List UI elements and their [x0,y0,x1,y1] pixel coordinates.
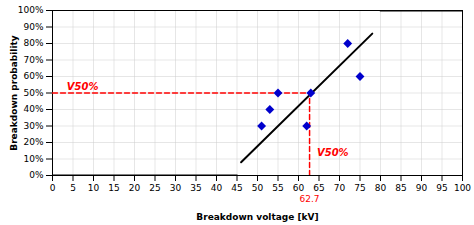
svg-text:55: 55 [272,183,283,193]
svg-text:30%: 30% [23,121,43,131]
svg-text:90: 90 [416,183,428,193]
svg-text:35: 35 [190,183,201,193]
svg-text:70%: 70% [23,55,43,65]
svg-text:5: 5 [70,183,76,193]
svg-text:70: 70 [334,183,346,193]
svg-text:50: 50 [252,183,264,193]
svg-text:65: 65 [313,183,324,193]
svg-text:Breakdown probability: Breakdown probability [9,35,19,151]
svg-text:50%: 50% [23,88,43,98]
svg-text:V50%: V50% [317,147,349,158]
svg-text:0%: 0% [29,170,44,180]
svg-text:85: 85 [395,183,406,193]
svg-text:V50%: V50% [67,81,99,92]
svg-text:10: 10 [88,183,100,193]
svg-text:80: 80 [375,183,387,193]
svg-text:45: 45 [231,183,242,193]
svg-text:40%: 40% [23,104,43,114]
svg-text:10%: 10% [23,154,43,164]
svg-text:20: 20 [129,183,141,193]
svg-text:15: 15 [108,183,119,193]
svg-text:60: 60 [293,183,305,193]
svg-text:60%: 60% [23,71,43,81]
svg-text:62.7: 62.7 [300,194,320,204]
svg-text:90%: 90% [23,22,43,32]
svg-text:100: 100 [454,183,471,193]
svg-text:100%: 100% [18,5,44,15]
svg-text:20%: 20% [23,137,43,147]
svg-text:75: 75 [354,183,365,193]
svg-text:Breakdown voltage [kV]: Breakdown voltage [kV] [196,212,318,222]
svg-text:95: 95 [436,183,447,193]
svg-text:30: 30 [170,183,182,193]
svg-text:40: 40 [211,183,223,193]
svg-text:80%: 80% [23,38,43,48]
svg-text:25: 25 [149,183,160,193]
svg-text:0: 0 [50,183,56,193]
